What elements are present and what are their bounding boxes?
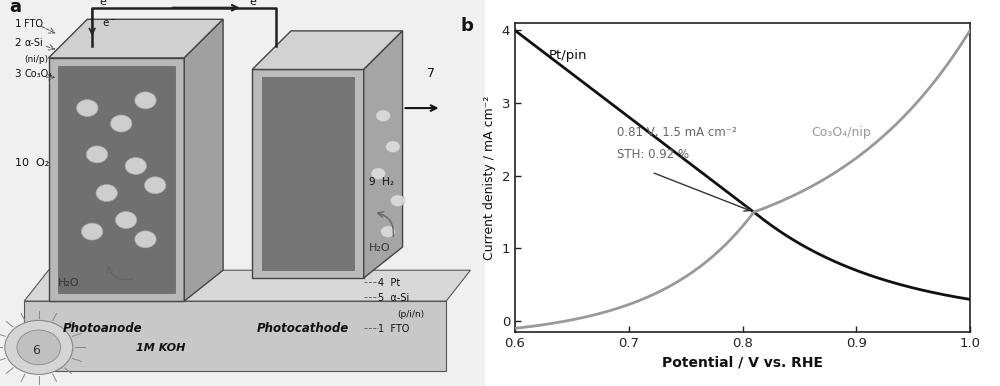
Text: 6: 6 [32,344,40,357]
Text: H₂O: H₂O [369,243,390,253]
Circle shape [81,223,103,240]
Text: 2: 2 [15,38,21,48]
Circle shape [371,168,386,179]
Circle shape [390,195,405,207]
Bar [262,77,354,270]
Polygon shape [24,301,446,371]
Text: STH: 0.92 %: STH: 0.92 % [617,147,689,161]
Text: 4  Pt: 4 Pt [378,278,401,288]
Text: 3: 3 [15,69,21,79]
Text: 0.81 V, 1.5 mA cm⁻²: 0.81 V, 1.5 mA cm⁻² [617,126,737,139]
Circle shape [386,141,400,152]
Text: (ni/p): (ni/p) [24,55,48,64]
Bar [58,66,175,293]
Circle shape [17,330,61,365]
Text: Pt/pin: Pt/pin [549,49,588,63]
Circle shape [5,320,73,374]
Text: b: b [460,17,473,35]
Circle shape [96,185,117,201]
Text: (p/i/n): (p/i/n) [398,310,425,318]
Text: 1: 1 [15,19,21,29]
FancyBboxPatch shape [0,0,485,386]
Text: e$^-$: e$^-$ [99,0,115,8]
Text: FTO: FTO [24,19,43,29]
Text: 1M KOH: 1M KOH [136,343,185,353]
Text: Photocathode: Photocathode [257,322,349,335]
Polygon shape [24,270,470,301]
Text: e$^-$: e$^-$ [249,0,265,8]
Circle shape [135,231,156,248]
Circle shape [135,92,156,109]
Text: Photoanode: Photoanode [63,322,143,335]
Circle shape [145,177,166,194]
Text: a: a [10,0,22,15]
Text: Co₃O₄/nip: Co₃O₄/nip [811,126,870,139]
Polygon shape [184,19,223,301]
Text: 5  α-Si: 5 α-Si [378,293,410,303]
Polygon shape [48,19,223,58]
Polygon shape [252,31,403,69]
Y-axis label: Current denisty / mA cm⁻²: Current denisty / mA cm⁻² [483,95,496,260]
Text: α-Si: α-Si [24,38,43,48]
Polygon shape [48,58,184,301]
X-axis label: Potential / V vs. RHE: Potential / V vs. RHE [662,356,823,369]
Text: Co₃O₄: Co₃O₄ [24,69,52,79]
Text: e$^-$: e$^-$ [102,18,117,29]
Text: 10  O₂: 10 O₂ [15,158,49,168]
Text: 1  FTO: 1 FTO [378,324,410,334]
Polygon shape [252,69,364,278]
Text: 9  H₂: 9 H₂ [369,177,394,187]
Circle shape [115,212,137,229]
Circle shape [77,100,98,117]
Text: 7: 7 [427,67,435,80]
Circle shape [125,157,146,174]
Circle shape [376,110,390,122]
Text: H₂O: H₂O [58,278,80,288]
Circle shape [111,115,132,132]
Circle shape [381,226,395,237]
Polygon shape [364,31,403,278]
Circle shape [86,146,108,163]
